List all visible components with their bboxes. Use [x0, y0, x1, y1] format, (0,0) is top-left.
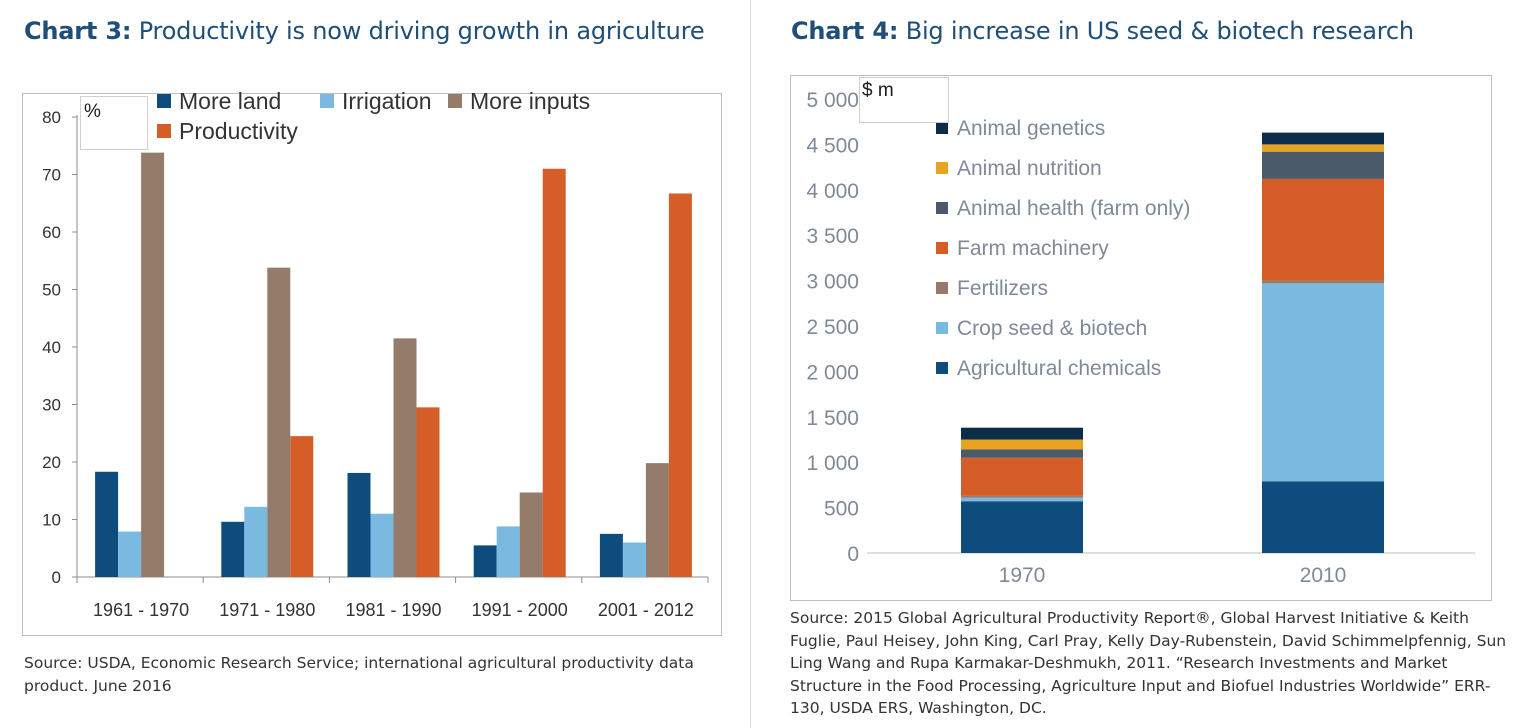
chart3-bar: [519, 492, 543, 577]
chart3-legend-label: Productivity: [179, 118, 298, 144]
chart3-unit-label-box: %: [80, 96, 148, 150]
chart4-plot: 0 500 1 000 1 500 2 000 2 500 3 000 3 500 4 000 4…: [806, 89, 1475, 587]
chart3-y-tick-label: 60: [42, 223, 61, 242]
chart3-x-tick-label: 1991 - 2000: [472, 600, 568, 620]
chart4-bar-segment: [1262, 151, 1384, 179]
chart3-bar: [370, 513, 394, 577]
chart4-bar-segment: [961, 427, 1083, 440]
chart3-bar: [290, 436, 314, 577]
chart3-y-tick-label: 50: [42, 281, 61, 300]
chart3-legend-label: More land: [179, 88, 281, 114]
chart3-plot: 0 10 20 30 40 50 60 70 80 1961 - 1970 1971 - 1980 1…: [42, 88, 709, 620]
chart4-x-tick-label: 2010: [1300, 564, 1347, 587]
chart4-bar-segment: [1262, 178, 1384, 281]
chart3-y-tick-label: 10: [42, 511, 61, 530]
chart3-bar: [221, 521, 245, 577]
chart3-bar: [118, 531, 142, 577]
chart4-bar-segment: [961, 495, 1083, 498]
chart4-y-tick-label: 4 500: [806, 134, 859, 157]
chart4-bar-segment: [961, 501, 1083, 553]
chart3-legend-label: Irrigation: [342, 88, 431, 114]
chart4-legend-label: Fertilizers: [957, 277, 1048, 300]
chart3-y-tick-label: 70: [42, 166, 61, 185]
chart3-legend-label: More inputs: [470, 88, 590, 114]
chart4-y-tick-label: 1 500: [806, 407, 859, 430]
chart3-bar: [416, 407, 440, 577]
chart3-x-tick-label: 1971 - 1980: [219, 600, 315, 620]
chart4-legend-swatch: [936, 322, 948, 334]
chart4-legend-label: Animal genetics: [957, 117, 1105, 140]
chart3-bar: [645, 463, 669, 577]
chart3-x-tick-label: 1961 - 1970: [93, 600, 189, 620]
chart3-x-tick-label: 2001 - 2012: [598, 600, 694, 620]
chart3-unit-label: %: [84, 101, 101, 122]
chart3-y-tick-label: 80: [42, 108, 61, 127]
chart4-legend-swatch: [936, 162, 948, 174]
chart4-legend-label: Animal nutrition: [957, 157, 1102, 180]
chart4-bar-segment: [1262, 144, 1384, 152]
chart4-bar-segment: [1262, 481, 1384, 553]
chart4-bar-segment: [1262, 280, 1384, 284]
chart4-y-tick-label: 2 500: [806, 316, 859, 339]
chart4-y-tick-label: 2 000: [806, 361, 859, 384]
chart4-y-tick-label: 3 500: [806, 225, 859, 248]
chart4-bar-segment: [961, 439, 1083, 450]
chart4-legend-swatch: [936, 202, 948, 214]
chart3-title: Chart 3: Productivity is now driving gro…: [24, 17, 705, 45]
chart3-bar: [393, 338, 417, 577]
chart4-y-tick-label: 0: [847, 543, 859, 566]
chart4-legend-swatch: [936, 282, 948, 294]
chart3-bar: [473, 545, 497, 577]
chart4-bar-segment: [1262, 132, 1384, 145]
chart4-bar-segment: [961, 449, 1083, 458]
chart3-y-tick-label: 20: [42, 453, 61, 472]
chart4-y-tick-label: 500: [824, 498, 859, 521]
chart3-x-tick-label: 1981 - 1990: [345, 600, 441, 620]
chart4-legend-label: Animal health (farm only): [957, 197, 1190, 220]
chart3-y-tick-label: 40: [42, 338, 61, 357]
chart4-source: Source: 2015 Global Agricultural Product…: [790, 609, 1507, 717]
chart3-y-tick-label: 30: [42, 396, 61, 415]
chart3-bar: [496, 526, 520, 577]
chart4-legend-label: Crop seed & biotech: [957, 317, 1147, 340]
chart3-bar: [141, 152, 165, 577]
chart4-title: Chart 4: Big increase in US seed & biote…: [791, 17, 1414, 45]
chart4-y-tick-label: 3 000: [806, 271, 859, 294]
panel-divider: [750, 0, 751, 728]
chart3-source: Source: USDA, Economic Research Service;…: [24, 654, 694, 695]
chart4-legend-swatch: [936, 362, 948, 374]
chart4-legend-swatch: [936, 242, 948, 254]
chart4-bar-segment: [1262, 283, 1384, 482]
chart4-legend-swatch: [936, 122, 948, 134]
chart3-bar: [347, 472, 371, 577]
chart3-bar: [542, 168, 566, 577]
chart4-y-tick-label: 5 000: [806, 89, 859, 112]
chart3-bar: [599, 533, 623, 577]
chart3-legend-swatch: [157, 94, 171, 108]
chart4-unit-label: $ m: [862, 80, 894, 101]
chart3-bar: [622, 542, 646, 577]
chart4-legend-label: Agricultural chemicals: [957, 357, 1161, 380]
chart3-legend-swatch: [157, 124, 171, 138]
chart4-bar-segment: [961, 497, 1083, 502]
chart3-bar: [244, 506, 268, 577]
chart3-bar: [267, 267, 291, 577]
chart4-x-tick-label: 1970: [999, 564, 1046, 587]
chart4-legend-label: Farm machinery: [957, 237, 1109, 260]
chart4-y-tick-label: 4 000: [806, 180, 859, 203]
chart3-bar: [95, 471, 119, 577]
chart4-bar-segment: [961, 457, 1083, 496]
chart4-y-tick-label: 1 000: [806, 452, 859, 475]
chart3-y-tick-label: 0: [52, 568, 61, 587]
chart3-legend-swatch: [448, 94, 462, 108]
chart3-bar: [668, 193, 692, 577]
chart4-unit-label-box: $ m: [859, 77, 949, 123]
chart3-legend-swatch: [320, 94, 334, 108]
